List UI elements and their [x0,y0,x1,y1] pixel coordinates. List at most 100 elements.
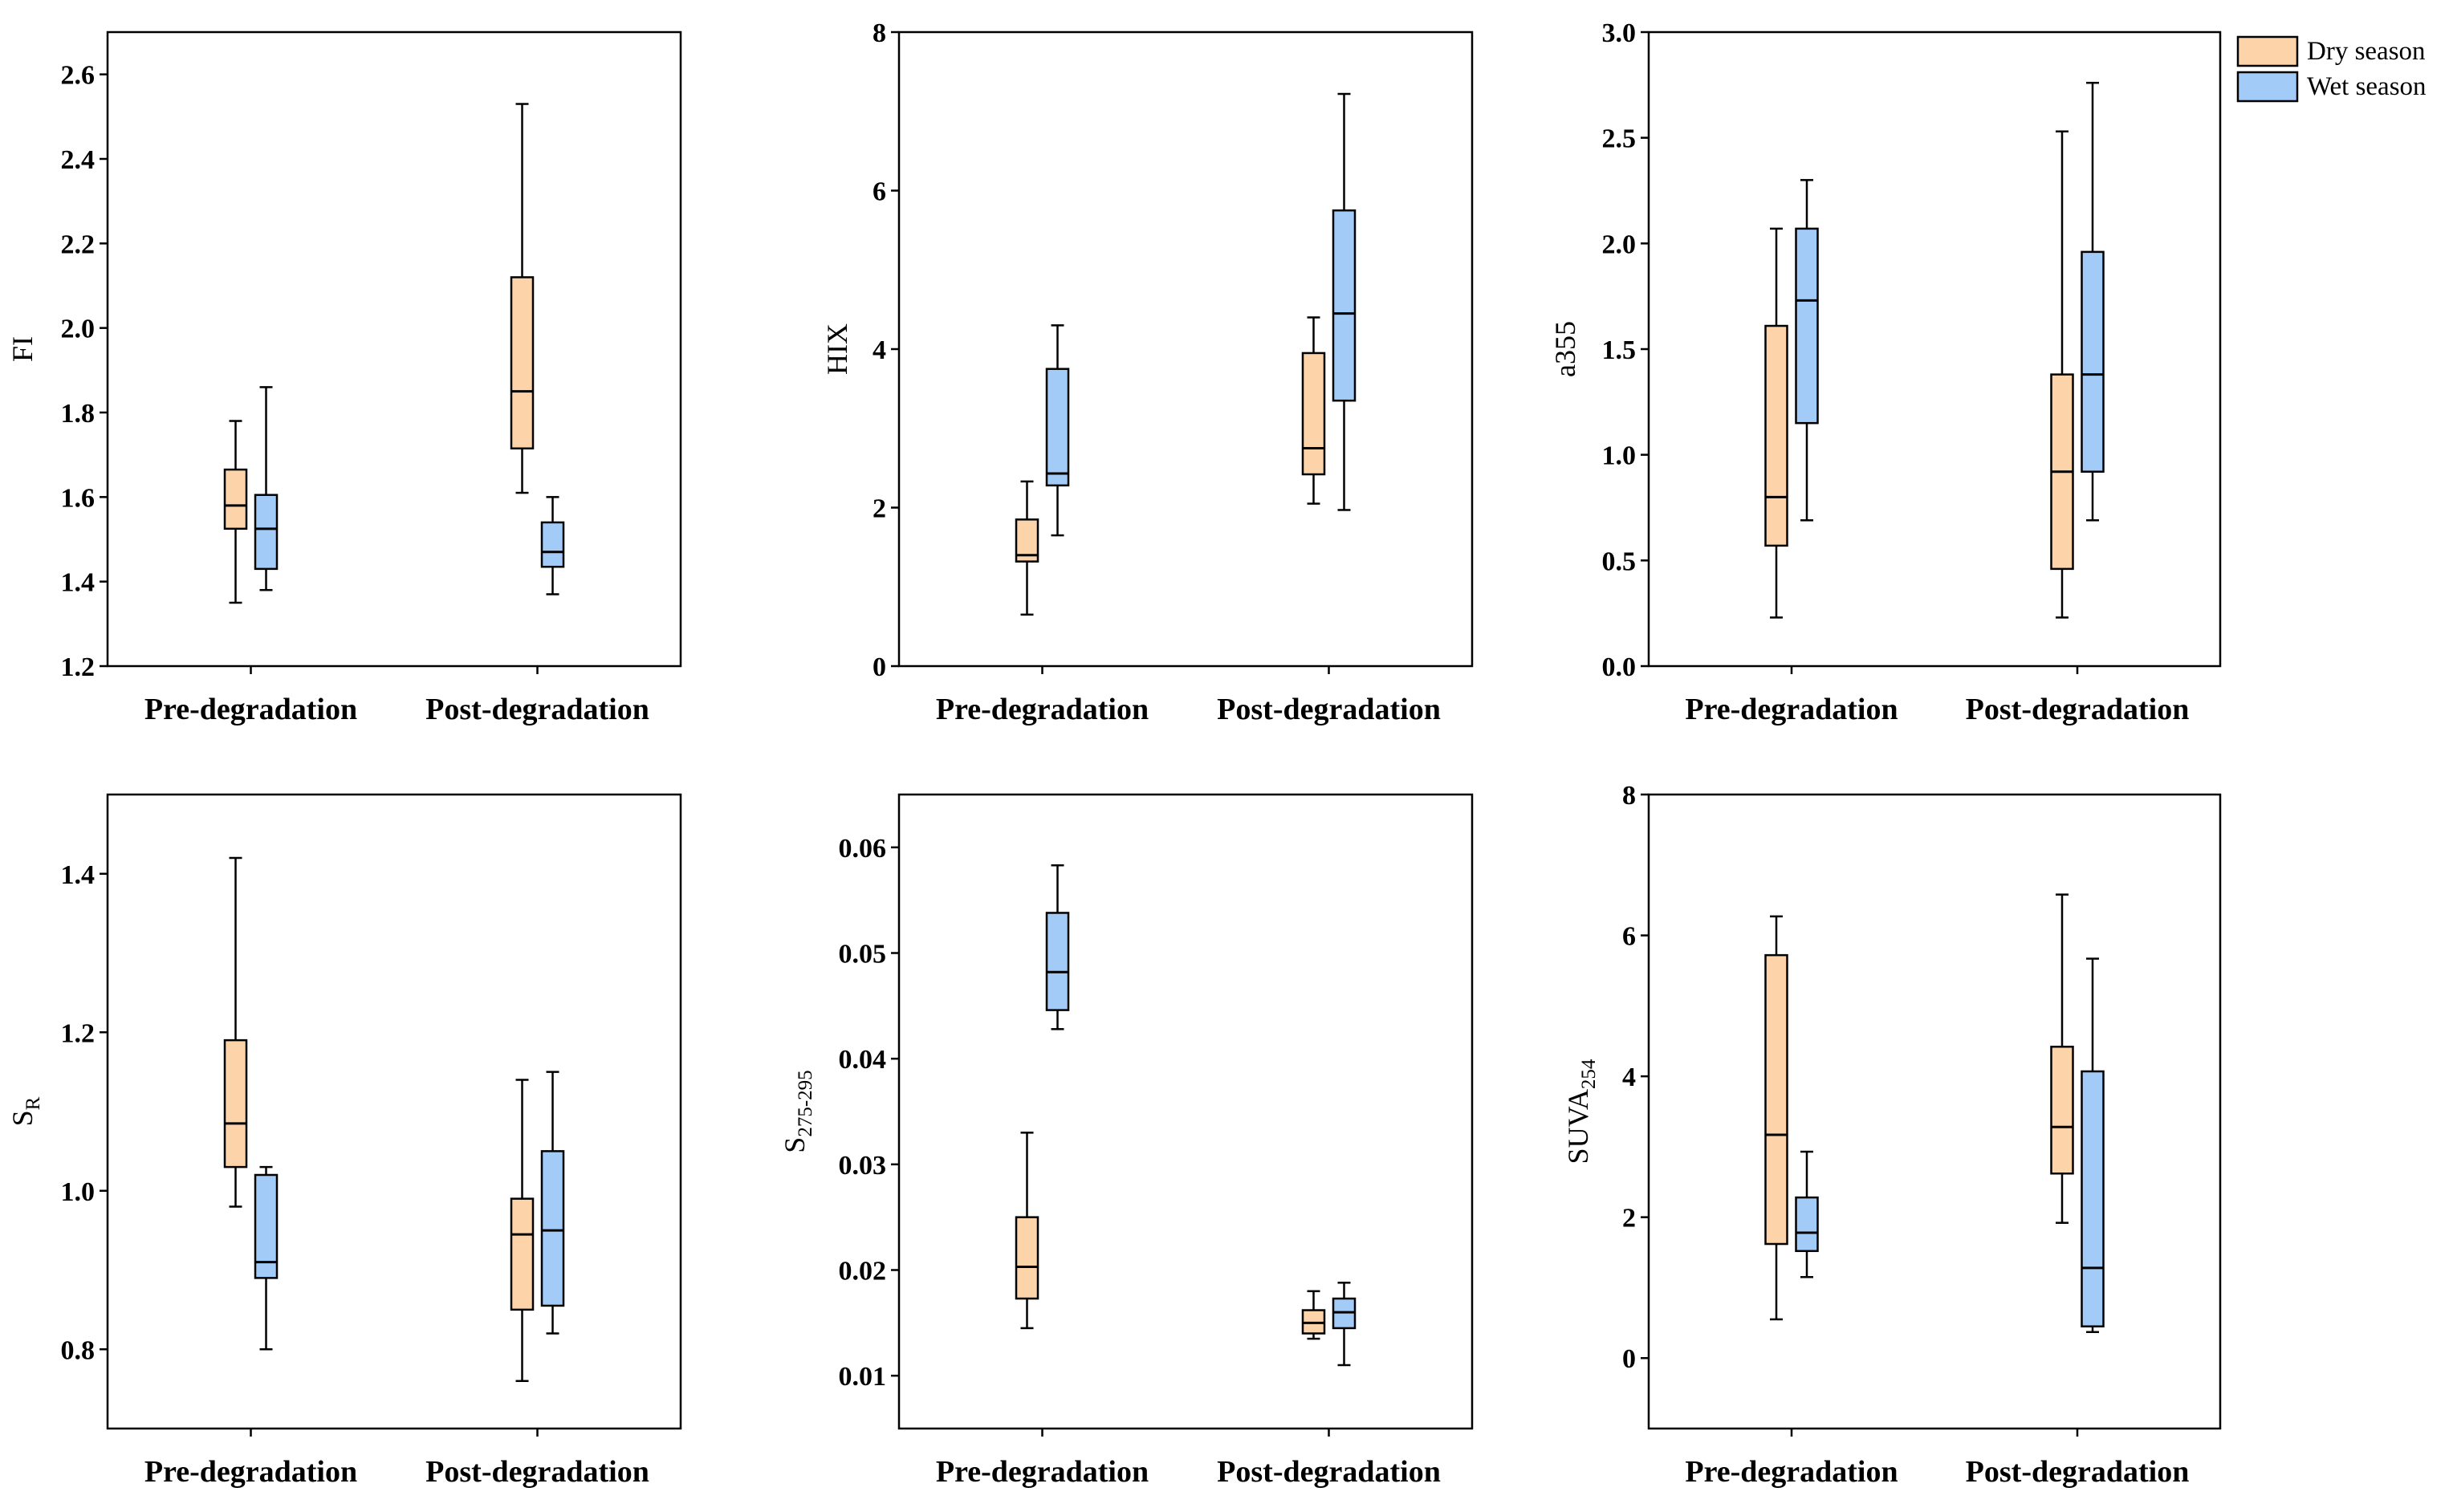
y-tick-label: 0.02 [839,1257,887,1286]
box-dry-pre [1015,1132,1039,1330]
box-dry-post [1301,1290,1326,1340]
plot-frame [1647,30,2222,668]
legend-swatch [2236,71,2299,103]
y-tick-label: 0.04 [839,1045,887,1075]
y-tick-label: 0.05 [839,940,887,969]
panel-bottom-left: 0.8 1.0 1.2 1.4 Pre-degradation Post-degradat… [6,793,682,1489]
box-dry-post [2050,893,2074,1224]
box-body [223,1038,248,1169]
box-wet-pre [254,1165,279,1351]
x-tick-label: Post-degradation [1217,693,1441,726]
y-tick-label: 1.2 [61,1018,96,1048]
box-wet-pre [1795,1150,1819,1278]
x-tick-label: Post-degradation [1966,693,2190,726]
y-tick-label: 0 [873,652,886,682]
plot-frame [106,793,682,1430]
box-body [1795,1196,1819,1253]
legend-swatch [2236,35,2299,67]
y-tick-label: 0.0 [1602,652,1637,682]
box-dry-post [1301,316,1326,505]
y-tick-label: 1.5 [1602,335,1637,365]
box-wet-post [2081,957,2105,1333]
y-tick-label: 4 [873,335,886,365]
y-tick-label: 0 [1622,1344,1636,1374]
y-tick-label: 2.0 [61,315,96,344]
box-body [540,1150,565,1307]
box-wet-post [1332,1282,1357,1367]
box-wet-post [540,496,565,595]
box-body [1015,1216,1039,1300]
box-wet-post [2081,81,2105,522]
box-body [1764,324,1788,547]
y-tick-label: 0.5 [1602,547,1637,576]
y-tick-label: 1.0 [1602,441,1637,471]
box-wet-post [540,1071,565,1335]
panel-bottom-middle: 0.01 0.02 0.03 0.04 0.05 0.06 Pre-degradation P… [779,793,1474,1489]
y-tick-label: 1.0 [61,1177,96,1207]
box-body [2081,250,2105,473]
y-tick-label: 3.0 [1602,18,1637,48]
y-tick-label: 2 [873,494,886,524]
y-axis-label: S275-295 [779,1070,816,1152]
y-tick-label: 0.03 [839,1151,887,1181]
box-body [1332,209,1357,402]
y-tick-label: 2.6 [61,61,96,91]
box-wet-pre [1795,179,1819,522]
box-body [254,494,279,571]
y-axis-label: SUVA254 [1562,1059,1600,1164]
panel-bottom-right: 0 2 4 6 8 Pre-degradation Post-degradation SUVA… [1562,781,2222,1489]
box-body [1301,352,1326,476]
box-body [254,1173,279,1279]
y-axis-label: a355 [1549,321,1581,377]
box-wet-pre [1045,864,1070,1030]
box-dry-post [2050,130,2074,619]
y-tick-label: 1.2 [61,652,96,682]
y-tick-label: 1.6 [61,483,96,513]
y-axis-label: HIX [821,323,853,375]
y-tick-label: 6 [1622,922,1636,952]
x-tick-label: Post-degradation [425,693,649,726]
box-wet-post [1332,92,1357,511]
plot-frame [897,30,1474,668]
x-tick-label: Pre-degradation [1685,1455,1898,1489]
y-tick-label: 1.8 [61,399,96,429]
box-body [223,468,248,530]
y-tick-label: 0.06 [839,834,887,864]
box-dry-pre [1764,227,1788,619]
panel-top-left: 1.2 1.4 1.6 1.8 2.0 2.2 2.4 2.6 Pre-degradation P… [6,30,682,726]
legend-label: Dry season [2307,37,2426,66]
y-tick-label: 8 [1622,781,1636,811]
box-wet-pre [254,386,279,591]
box-dry-post [510,103,535,494]
box-body [2081,1070,2105,1327]
y-tick-label: 2.5 [1602,124,1637,154]
y-axis-label: FI [6,336,39,362]
y-tick-label: 0.01 [839,1362,887,1392]
y-tick-label: 2.2 [61,230,96,259]
box-body [1045,912,1070,1011]
x-tick-label: Pre-degradation [936,1455,1149,1489]
x-tick-label: Pre-degradation [936,693,1149,726]
box-dry-pre [1764,915,1788,1321]
box-dry-post [510,1079,535,1382]
y-tick-label: 4 [1622,1063,1636,1092]
x-tick-label: Post-degradation [425,1455,649,1489]
box-body [510,1197,535,1311]
y-tick-label: 2 [1622,1204,1636,1234]
y-axis-label: SR [6,1096,44,1126]
box-body [510,276,535,450]
plot-frame [106,30,682,668]
box-body [540,521,565,568]
panel-top-middle: 0 2 4 6 8 Pre-degradation Post-degradation HIX [821,18,1474,726]
y-tick-label: 8 [873,18,886,48]
y-tick-label: 2.4 [61,145,96,175]
y-tick-label: 2.0 [1602,230,1637,259]
plot-frame [1647,793,2222,1430]
plot-frame [897,793,1474,1430]
x-tick-label: Pre-degradation [144,693,357,726]
y-tick-label: 1.4 [61,568,96,598]
x-tick-label: Pre-degradation [1685,693,1898,726]
box-body [1764,953,1788,1246]
box-body [2050,1045,2074,1175]
